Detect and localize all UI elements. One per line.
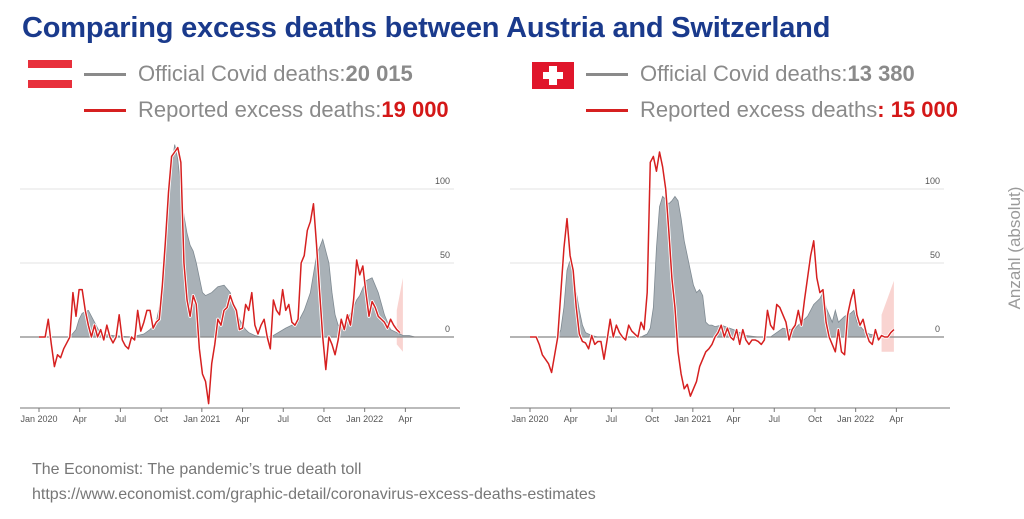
legend-excess-row: Reported excess deaths: 19 000 (84, 96, 449, 124)
x-tick-label: Jan 2022 (346, 414, 383, 424)
flag-stripe-bottom (28, 80, 72, 88)
official-label: Official Covid deaths: (138, 61, 346, 86)
source-url: https://www.economist.com/graphic-detail… (32, 486, 596, 503)
x-tick-label: Apr (398, 414, 412, 424)
x-tick-label: Oct (645, 414, 660, 424)
official-line-swatch (586, 72, 628, 76)
x-tick-label: Oct (808, 414, 823, 424)
x-tick-label: Jul (606, 414, 618, 424)
switzerland-flag-icon (532, 62, 574, 89)
x-tick-label: Apr (73, 414, 87, 424)
x-tick-label: Apr (564, 414, 578, 424)
uncertainty-band (881, 280, 894, 352)
legend-official-row: Official Covid deaths: 20 015 (84, 60, 413, 88)
excess-label: Reported excess deaths: (138, 97, 382, 122)
y-tick-label: 50 (440, 250, 450, 260)
flag-stripe-top (28, 60, 72, 68)
y-tick-label: 100 (925, 176, 940, 186)
chart-austria: 0 50 100 Jan 2020 Apr Jul Oct Jan 2021 Apr Jul Oct… (20, 144, 460, 424)
official-label: Official Covid deaths: (640, 61, 848, 86)
x-tick-label: Apr (889, 414, 903, 424)
legend-official-row: Official Covid deaths: 13 380 (586, 60, 915, 88)
excess-line-swatch (586, 108, 628, 112)
excess-label: Reported excess deaths (640, 97, 878, 122)
cross-vertical (549, 66, 557, 85)
page-title: Comparing excess deaths between Austria … (22, 12, 831, 44)
x-tick-label: Jul (277, 414, 289, 424)
x-tick-label: Jul (768, 414, 780, 424)
source-title: The Economist: The pandemic’s true death… (32, 461, 362, 478)
x-tick-label: Jan 2022 (837, 414, 874, 424)
excess-value: : 15 000 (877, 97, 958, 122)
x-tick-label: Jan 2020 (511, 414, 548, 424)
y-tick-label: 50 (930, 250, 940, 260)
excess-line-swatch (84, 108, 126, 112)
x-tick-label: Jan 2021 (183, 414, 220, 424)
y-tick-label: 0 (445, 324, 450, 334)
y-axis-title: Anzahl (absolut) (1005, 186, 1024, 310)
official-value: 13 380 (847, 61, 915, 86)
excess-value: 19 000 (381, 97, 449, 122)
x-tick-label: Apr (727, 414, 741, 424)
official-line-swatch (84, 72, 126, 76)
x-tick-label: Jul (115, 414, 127, 424)
x-tick-label: Jan 2021 (674, 414, 711, 424)
official-value: 20 015 (345, 61, 413, 86)
x-tick-label: Apr (236, 414, 250, 424)
excess-deaths-line (530, 151, 895, 397)
legend-excess-row: Reported excess deaths: 15 000 (586, 96, 958, 124)
austria-flag-icon (28, 60, 72, 88)
x-tick-label: Oct (154, 414, 169, 424)
chart-switzerland: 0 50 100 Jan 2020 Apr Jul Oct Jan 2021 Apr Jul Oct… (510, 150, 950, 424)
y-tick-label: 100 (435, 176, 450, 186)
excess-deaths-line (39, 146, 401, 405)
x-tick-label: Jan 2020 (20, 414, 57, 424)
uncertainty-band (396, 277, 403, 352)
y-tick-label: 0 (935, 324, 940, 334)
excess-deaths-halo (39, 145, 401, 406)
official-deaths-area (530, 195, 894, 338)
x-tick-label: Oct (317, 414, 332, 424)
